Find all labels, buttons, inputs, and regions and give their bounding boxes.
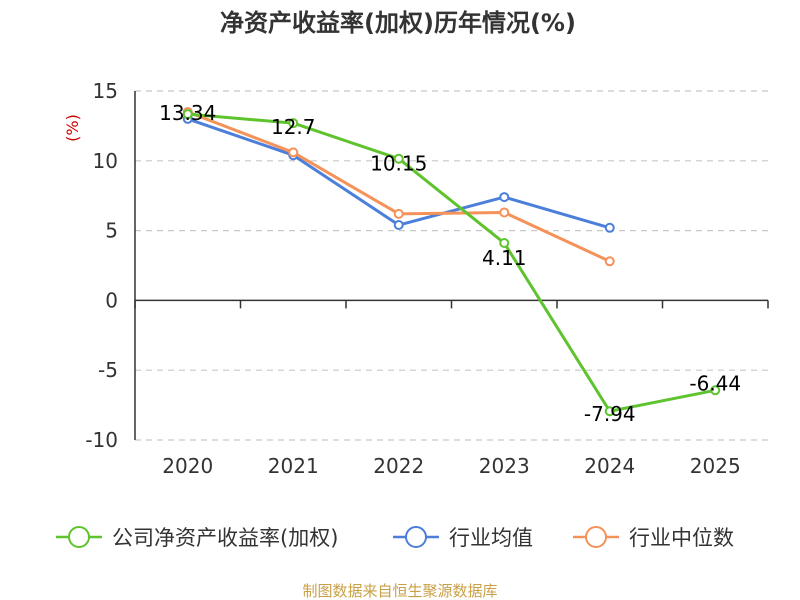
x-tick-label: 2021 — [268, 454, 319, 478]
x-tick-label: 2022 — [373, 454, 424, 478]
data-point — [393, 208, 404, 219]
y-tick-label: 0 — [105, 288, 118, 312]
data-labels: 13.34 12.7 10.15 4.11 -7.94 -6.44 — [159, 101, 741, 426]
data-point — [499, 192, 510, 203]
legend-marker — [68, 526, 90, 548]
legend-label: 行业中位数 — [629, 526, 734, 550]
chart-title: 净资产收益率(加权)历年情况(%) — [220, 9, 576, 37]
x-tick-label: 2025 — [690, 454, 741, 478]
legend-marker — [585, 526, 607, 548]
y-axis-unit: (%) — [63, 114, 82, 142]
legend: 公司净资产收益率(加权) 行业均值 行业中位数 — [56, 526, 734, 550]
data-point — [393, 220, 404, 231]
data-point — [288, 118, 299, 129]
data-point — [288, 147, 299, 158]
data-point — [604, 406, 615, 417]
x-tick-label: 2023 — [479, 454, 530, 478]
data-label: 12.7 — [271, 115, 316, 139]
series-line-2 — [187, 110, 611, 263]
data-point — [710, 385, 721, 396]
legend-label: 行业均值 — [449, 526, 533, 550]
data-point — [604, 256, 615, 267]
y-tick-label: 5 — [105, 219, 118, 243]
y-tick-label: 10 — [93, 149, 118, 173]
data-point — [393, 153, 404, 164]
source-note: 制图数据来自恒生聚源数据库 — [302, 582, 497, 600]
legend-marker — [405, 526, 427, 548]
x-tick-label: 2024 — [584, 454, 635, 478]
y-tick-label: 15 — [93, 79, 118, 103]
data-point — [604, 222, 615, 233]
series-line-0 — [187, 112, 716, 413]
y-tick-label: -5 — [98, 358, 118, 382]
data-point — [499, 207, 510, 218]
data-point — [499, 238, 510, 249]
data-label: 4.11 — [482, 246, 527, 270]
y-tick-label: -10 — [85, 428, 118, 452]
data-label: -7.94 — [584, 402, 636, 426]
legend-label: 公司净资产收益率(加权) — [112, 526, 338, 550]
data-label: -6.44 — [689, 371, 741, 395]
x-tick-label: 2020 — [162, 454, 213, 478]
data-point — [182, 109, 193, 120]
grid-lines — [135, 90, 768, 441]
series-lines — [182, 106, 721, 417]
data-label: 10.15 — [370, 152, 427, 176]
data-label: 13.34 — [159, 101, 216, 125]
axes: 15 10 5 0 -5 -10 2020 2021 2022 2023 2024 2025 — [85, 79, 769, 478]
